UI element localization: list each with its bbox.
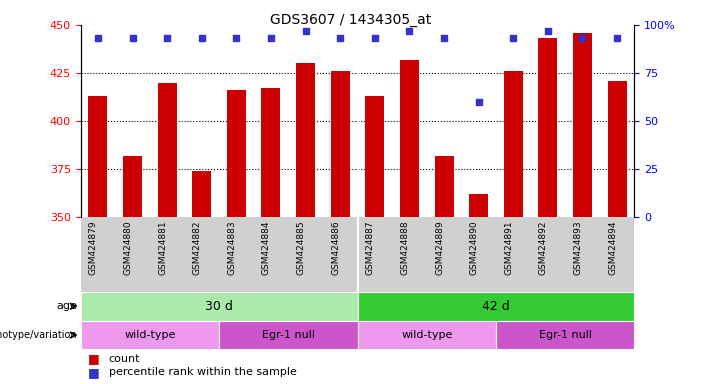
Text: GDS3607 / 1434305_at: GDS3607 / 1434305_at [270,13,431,27]
Bar [358,321,496,349]
Text: wild-type: wild-type [401,330,452,340]
Point [231,35,242,41]
Text: GSM424881: GSM424881 [158,221,167,275]
Text: wild-type: wild-type [124,330,175,340]
Bar [331,71,350,217]
Point [196,35,207,41]
Bar [88,96,107,217]
Text: count: count [109,354,140,364]
Bar [573,33,592,217]
Bar [504,71,523,217]
Text: GSM424884: GSM424884 [262,221,271,275]
Point [127,35,138,41]
Text: GSM424882: GSM424882 [193,221,202,275]
Text: percentile rank within the sample: percentile rank within the sample [109,367,297,377]
Point [334,35,346,41]
Point [577,35,588,41]
Text: GSM424885: GSM424885 [297,221,306,275]
Text: GSM424893: GSM424893 [573,221,583,275]
Text: GSM424880: GSM424880 [123,221,132,275]
Text: GSM424879: GSM424879 [89,221,98,275]
Bar [469,194,488,217]
Text: ■: ■ [88,366,100,379]
Text: GSM424892: GSM424892 [539,221,548,275]
Text: GSM424890: GSM424890 [470,221,479,275]
Point [508,35,519,41]
Bar [538,38,557,217]
Text: GSM424888: GSM424888 [400,221,409,275]
Bar [261,88,280,217]
Text: GSM424894: GSM424894 [608,221,617,275]
Bar [608,81,627,217]
Bar [496,321,634,349]
Text: 42 d: 42 d [482,300,510,313]
Bar [365,96,384,217]
Point [611,35,622,41]
Bar [358,292,634,321]
Bar [400,60,419,217]
Point [543,28,554,34]
Text: 30 d: 30 d [205,300,233,313]
Text: age: age [56,301,77,311]
Point [93,35,104,41]
Bar [81,321,219,349]
Text: GSM424891: GSM424891 [504,221,513,275]
Point [300,28,311,34]
Text: GSM424886: GSM424886 [331,221,340,275]
Point [161,35,172,41]
Text: GSM424883: GSM424883 [227,221,236,275]
Point [266,35,277,41]
Bar [227,90,246,217]
Bar [296,63,315,217]
Text: GSM424887: GSM424887 [366,221,375,275]
Bar [158,83,177,217]
Text: Egr-1 null: Egr-1 null [261,330,315,340]
Bar [435,156,454,217]
Text: ■: ■ [88,353,100,366]
Bar [123,156,142,217]
Point [369,35,381,41]
Point [438,35,449,41]
Bar [81,292,358,321]
Text: Egr-1 null: Egr-1 null [538,330,592,340]
Point [404,28,415,34]
Text: genotype/variation: genotype/variation [0,330,77,340]
Point [473,99,484,105]
Bar [219,321,358,349]
Bar [192,171,211,217]
Text: GSM424889: GSM424889 [435,221,444,275]
